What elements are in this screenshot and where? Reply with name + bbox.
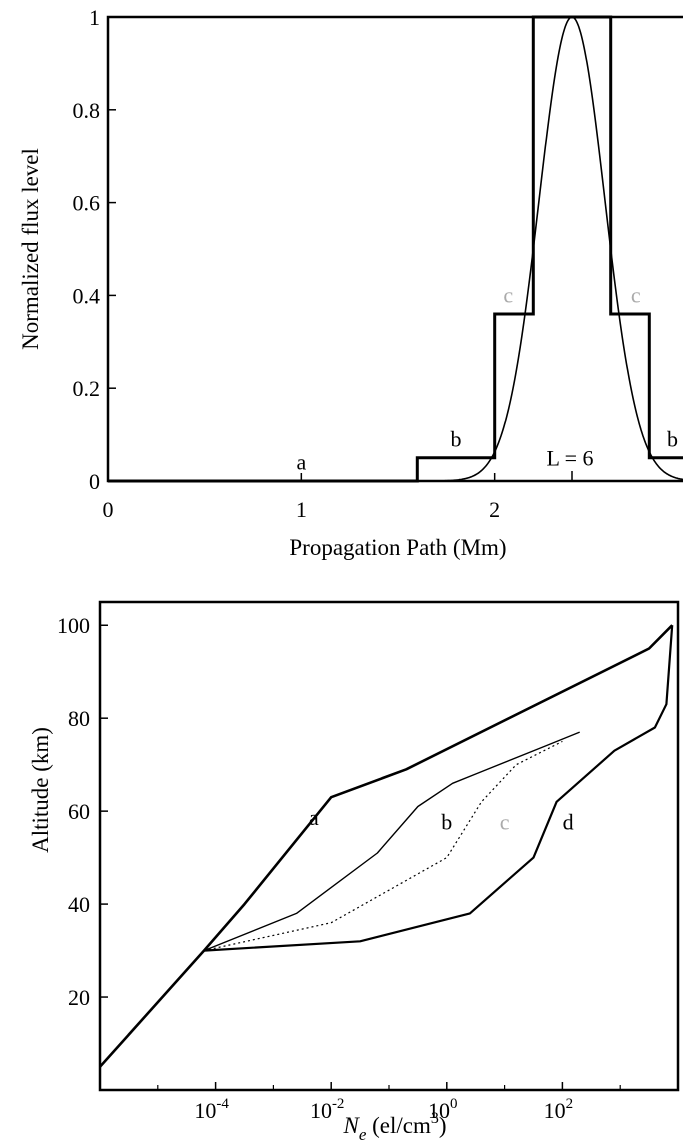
xlabel-sup: 3 xyxy=(431,1110,439,1127)
density-xtick-label: 10-2 xyxy=(310,1096,345,1123)
density-series-b xyxy=(203,731,580,952)
flux-annotation: a xyxy=(296,450,306,475)
flux-annotation: c xyxy=(503,283,513,308)
density-chart-frame xyxy=(98,600,680,1092)
flux-series-gaussian xyxy=(417,16,683,482)
xlabel-sub: e xyxy=(359,1125,367,1144)
density-series-a xyxy=(99,624,674,1068)
flux-ytick-label: 0 xyxy=(89,469,100,494)
flux-series-stepped xyxy=(108,15,683,483)
density-ytick-label: 60 xyxy=(68,799,90,824)
tick-base: 10 xyxy=(544,1098,566,1123)
tick-base: 10 xyxy=(428,1098,450,1123)
flux-annotation: c xyxy=(631,283,641,308)
density-ytick-label: 20 xyxy=(68,985,90,1010)
flux-ytick-label: 1 xyxy=(89,5,100,30)
tick-exponent: -4 xyxy=(216,1096,229,1112)
density-chart-ylabel: Altitude (km) xyxy=(28,727,53,853)
density-xtick-label: 102 xyxy=(544,1096,574,1123)
tick-base: 10 xyxy=(310,1098,332,1123)
density-ytick-label: 100 xyxy=(57,613,90,638)
flux-ytick-label: 0.2 xyxy=(73,376,101,401)
density-ytick-label: 80 xyxy=(68,706,90,731)
tick-base: 10 xyxy=(194,1098,216,1123)
flux-ytick-label: 0.8 xyxy=(73,98,101,123)
density-annotation: d xyxy=(563,810,574,835)
flux-annotation: b xyxy=(451,427,462,452)
flux-xtick-label: 2 xyxy=(489,497,500,522)
flux-ytick-label: 0.6 xyxy=(73,191,101,216)
density-xtick-label: 100 xyxy=(428,1096,458,1123)
density-series-d xyxy=(203,625,674,952)
density-annotation: b xyxy=(441,810,452,835)
xlabel-close: ) xyxy=(439,1113,447,1138)
flux-annotation: b xyxy=(667,427,678,452)
flux-chart-xlabel: Propagation Path (Mm) xyxy=(289,535,506,560)
flux-chart-ylabel: Normalized flux level xyxy=(18,148,43,350)
density-series-c xyxy=(203,740,563,952)
tick-exponent: 2 xyxy=(566,1096,574,1112)
flux-xtick-label: 0 xyxy=(103,497,114,522)
xlabel-main: N xyxy=(342,1113,360,1138)
density-chart-xlabel: Ne (el/cm3) xyxy=(342,1110,446,1144)
tick-exponent: -2 xyxy=(332,1096,345,1112)
tick-exponent: 0 xyxy=(450,1096,458,1112)
flux-xtick-label: 1 xyxy=(296,497,307,522)
flux-chart-frame xyxy=(106,15,683,483)
density-xtick-label: 10-4 xyxy=(194,1096,229,1123)
density-annotation: a xyxy=(309,805,319,830)
density-annotation: c xyxy=(500,810,510,835)
flux-annotation: L = 6 xyxy=(546,446,593,471)
flux-ytick-label: 0.4 xyxy=(73,283,101,308)
xlabel-unit: (el/cm xyxy=(366,1113,431,1138)
density-ytick-label: 40 xyxy=(68,892,90,917)
